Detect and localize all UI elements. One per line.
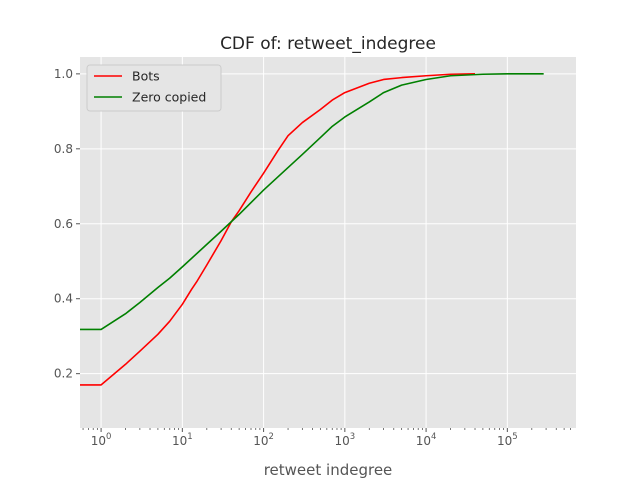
x-tick-label: 103	[334, 432, 355, 448]
legend-label-bots: Bots	[132, 69, 160, 84]
y-axis: 0.2 0.4 0.6 0.8 1.0	[54, 67, 80, 381]
chart-title: CDF of: retweet_indegree	[220, 34, 436, 54]
plot-area	[80, 57, 576, 428]
y-tick-label: 0.4	[54, 292, 73, 306]
series-line-zero-copied	[80, 73, 544, 331]
y-tick-label: 1.0	[54, 67, 73, 81]
x-tick-label: 104	[416, 432, 437, 448]
x-tick-label: 105	[497, 432, 518, 448]
legend: Bots Zero copied	[86, 64, 222, 112]
x-axis: 100 101 102 103 104 105	[82, 428, 571, 448]
y-tick-label: 0.6	[54, 217, 73, 231]
x-tick-label: 101	[172, 432, 193, 448]
series-line-bots	[80, 73, 476, 386]
series-layer	[80, 73, 544, 386]
legend-label-zero-copied: Zero copied	[132, 90, 206, 105]
x-tick-label: 102	[253, 432, 274, 448]
y-tick-label: 0.8	[54, 142, 73, 156]
x-tick-label: 100	[91, 432, 112, 448]
y-tick-label: 0.2	[54, 367, 73, 381]
x-axis-label: retweet indegree	[264, 461, 393, 479]
